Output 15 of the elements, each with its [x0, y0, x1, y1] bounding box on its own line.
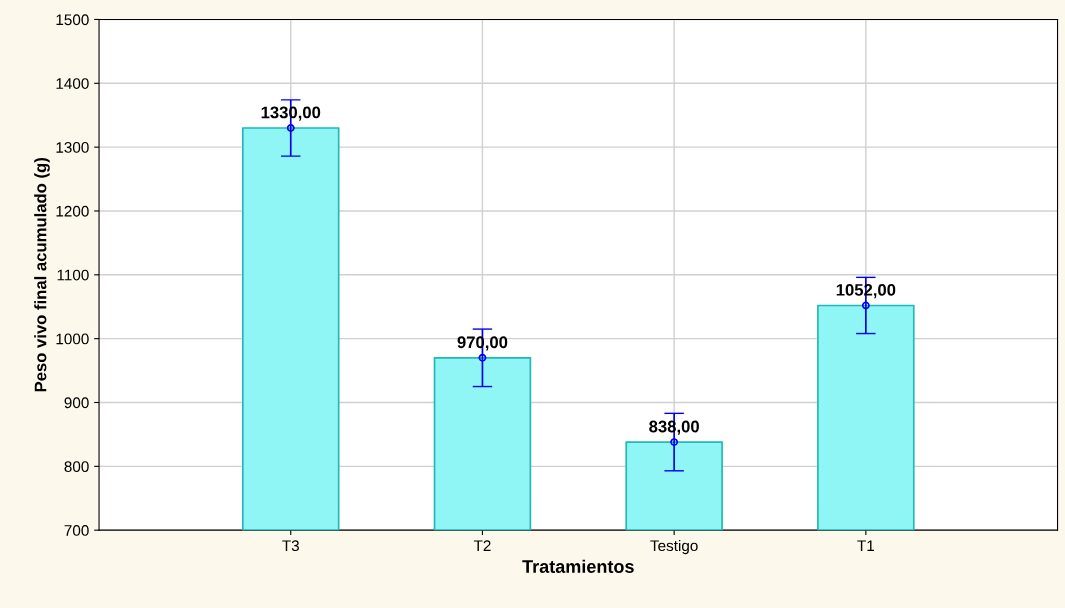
x-tick-label: T1 — [857, 540, 875, 551]
y-axis-title: Peso vivo final acumulado (g) — [34, 158, 50, 392]
y-tick-label: 900 — [64, 397, 89, 409]
y-tick-label: 1200 — [56, 205, 89, 217]
y-tick-label: 1300 — [56, 142, 89, 153]
y-tick-label: 1500 — [56, 14, 89, 26]
x-tick-label: Testigo — [650, 539, 698, 555]
y-tick-label: 800 — [64, 461, 89, 473]
x-tick-label: T2 — [473, 540, 491, 551]
y-tick-label: 1400 — [56, 78, 89, 89]
x-axis-title: Tratamientos — [522, 559, 634, 573]
x-tick-label: T3 — [282, 540, 299, 552]
y-tick-label: 1000 — [56, 333, 89, 345]
y-tick-label: 1100 — [57, 269, 89, 281]
y-tick-label: 700 — [64, 525, 89, 536]
